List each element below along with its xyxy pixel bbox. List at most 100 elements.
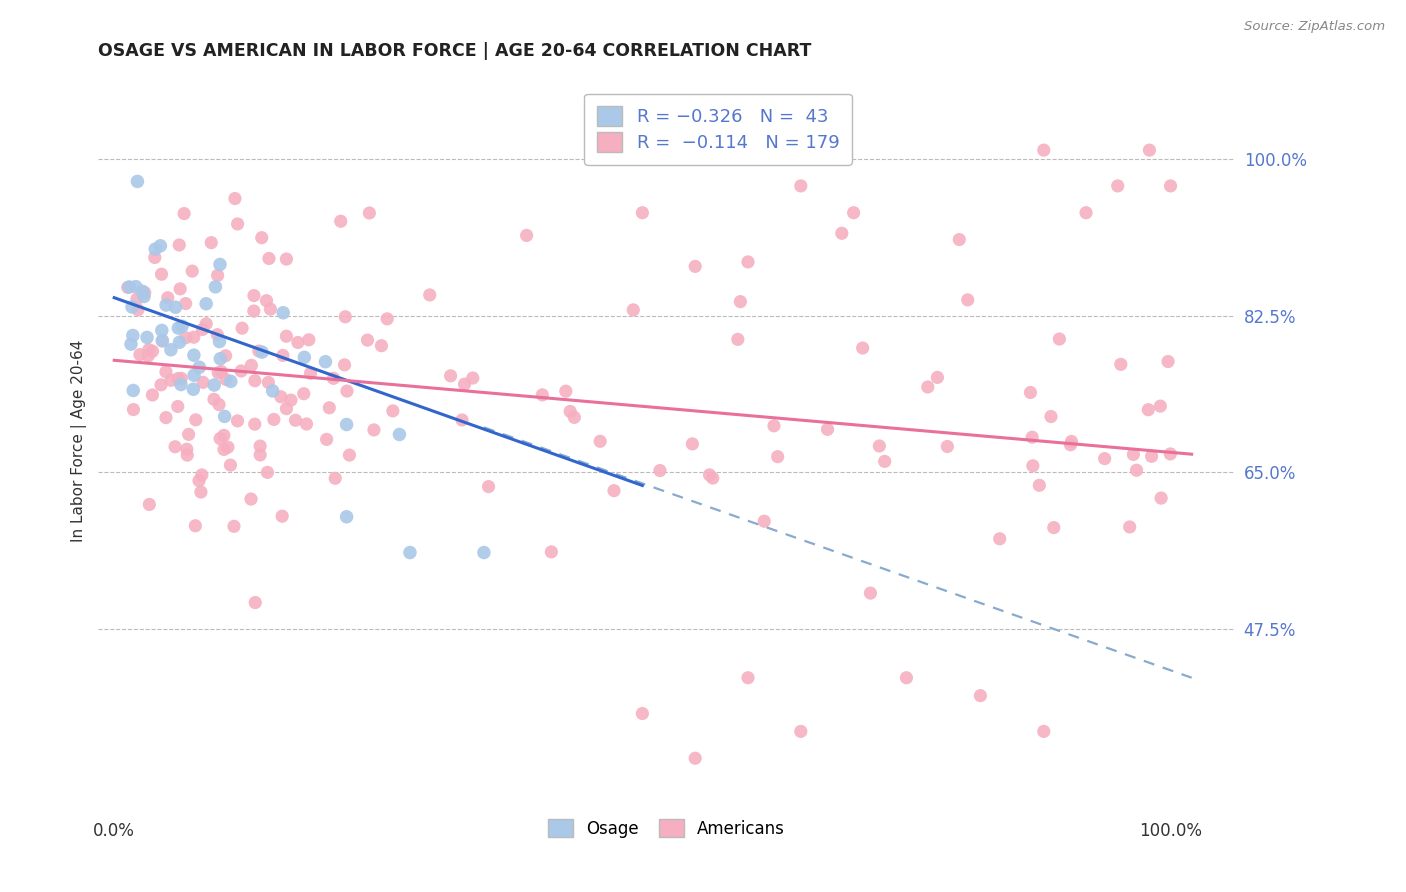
Point — [842, 205, 865, 219]
Point — [461, 371, 484, 385]
Point — [243, 304, 266, 318]
Point — [1074, 205, 1097, 219]
Point — [948, 233, 970, 247]
Point — [120, 337, 142, 351]
Point — [472, 545, 495, 559]
Point — [1042, 520, 1064, 534]
Point — [762, 418, 785, 433]
Point — [166, 400, 188, 414]
Point — [226, 414, 249, 428]
Point — [730, 294, 752, 309]
Point — [270, 390, 292, 404]
Point — [817, 422, 839, 436]
Point — [603, 483, 626, 498]
Point — [200, 235, 222, 250]
Point — [271, 509, 294, 524]
Point — [156, 291, 179, 305]
Point — [243, 374, 266, 388]
Point — [956, 293, 979, 307]
Point — [540, 545, 562, 559]
Point — [873, 454, 896, 468]
Point — [169, 335, 191, 350]
Point — [117, 280, 139, 294]
Point — [143, 251, 166, 265]
Point — [127, 302, 149, 317]
Point — [631, 706, 654, 721]
Point — [150, 323, 173, 337]
Point — [127, 174, 149, 188]
Point — [202, 392, 225, 407]
Point — [207, 268, 229, 283]
Point — [271, 348, 294, 362]
Point — [299, 366, 322, 380]
Point — [1140, 450, 1163, 464]
Point — [1059, 438, 1081, 452]
Point — [122, 384, 145, 398]
Point — [1109, 357, 1132, 371]
Point — [329, 214, 352, 228]
Point — [184, 413, 207, 427]
Point — [150, 334, 173, 348]
Point — [118, 280, 141, 294]
Point — [167, 321, 190, 335]
Point — [165, 440, 187, 454]
Point — [207, 366, 229, 380]
Point — [1107, 178, 1129, 193]
Point — [191, 376, 214, 390]
Point — [209, 364, 232, 378]
Point — [136, 349, 159, 363]
Point — [212, 428, 235, 442]
Point — [172, 319, 194, 334]
Point — [284, 413, 307, 427]
Point — [183, 368, 205, 383]
Point — [125, 292, 148, 306]
Point — [174, 296, 197, 310]
Point — [224, 192, 246, 206]
Point — [315, 433, 337, 447]
Point — [207, 327, 229, 342]
Point — [155, 410, 177, 425]
Legend: Osage, Americans: Osage, Americans — [541, 813, 792, 845]
Point — [129, 348, 152, 362]
Point — [969, 689, 991, 703]
Point — [1149, 399, 1171, 413]
Point — [219, 375, 242, 389]
Point — [183, 348, 205, 362]
Point — [1019, 385, 1042, 400]
Point — [141, 388, 163, 402]
Point — [356, 333, 378, 347]
Point — [243, 288, 266, 302]
Point — [138, 343, 160, 357]
Point — [245, 596, 267, 610]
Point — [170, 371, 193, 385]
Point — [222, 519, 245, 533]
Point — [419, 288, 441, 302]
Point — [562, 410, 585, 425]
Point — [136, 330, 159, 344]
Point — [208, 334, 231, 349]
Point — [702, 471, 724, 485]
Point — [240, 491, 263, 506]
Point — [204, 280, 226, 294]
Point — [173, 206, 195, 220]
Point — [1032, 724, 1054, 739]
Point — [589, 434, 612, 449]
Point — [1137, 402, 1160, 417]
Point — [226, 217, 249, 231]
Point — [370, 339, 392, 353]
Point — [150, 377, 173, 392]
Point — [276, 252, 298, 266]
Point — [208, 257, 231, 271]
Point — [699, 467, 721, 482]
Point — [1160, 178, 1182, 193]
Point — [737, 671, 759, 685]
Point — [122, 402, 145, 417]
Point — [125, 279, 148, 293]
Point — [292, 386, 315, 401]
Point — [169, 282, 191, 296]
Point — [209, 432, 232, 446]
Point — [243, 417, 266, 431]
Point — [183, 330, 205, 344]
Point — [323, 471, 346, 485]
Point — [256, 293, 278, 308]
